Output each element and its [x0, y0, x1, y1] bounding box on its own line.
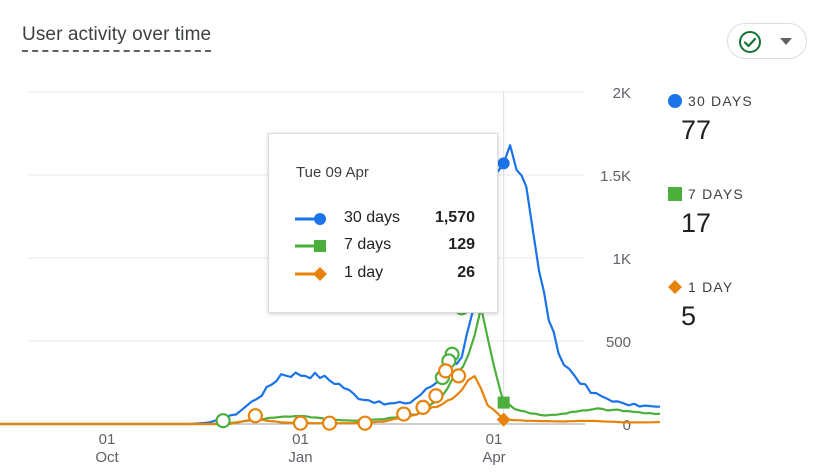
tooltip-date: Tue 09 Apr	[296, 164, 369, 181]
x-tick-month: Jan	[288, 449, 312, 466]
square-marker-icon	[668, 187, 682, 201]
annotation-marker	[357, 415, 373, 431]
hover-point-marker	[497, 157, 510, 170]
circle-marker-icon	[668, 94, 682, 108]
legend-item-1-day[interactable]: 1 DAY 5	[668, 279, 733, 332]
tooltip-label: 1 day	[344, 264, 384, 281]
legend-label: 30 DAYS	[688, 93, 753, 109]
y-tick-label: 500	[606, 334, 631, 351]
diamond-marker-icon	[668, 280, 682, 294]
y-tick-label: 1.5K	[600, 168, 631, 185]
line-diamond-marker-icon	[295, 267, 327, 281]
legend-value: 77	[681, 115, 712, 145]
annotation-marker	[415, 399, 431, 415]
y-tick-label: 1K	[613, 251, 631, 268]
x-tick-day: 01	[486, 431, 503, 448]
annotation-marker	[321, 415, 338, 431]
x-tick-month: Apr	[482, 449, 505, 466]
annotation-marker	[247, 408, 263, 424]
legend-item-7-days[interactable]: 7 DAYS 17	[668, 186, 744, 239]
tooltip-label: 30 days	[344, 209, 401, 226]
line-square-marker-icon	[295, 240, 326, 252]
y-tick-label: 2K	[613, 85, 631, 102]
legend-item-30-days[interactable]: 30 DAYS 77	[668, 93, 753, 146]
check-circle-icon	[739, 31, 761, 53]
legend-label: 1 DAY	[688, 279, 734, 295]
series-line-1-day	[0, 375, 660, 426]
annotation-marker	[428, 388, 444, 404]
legend-value: 17	[681, 208, 712, 238]
tooltip-row-1-day: 1 day 26	[295, 262, 475, 286]
annotation-marker	[396, 406, 412, 422]
tooltip-row-7-days: 7 days 129	[295, 234, 475, 258]
annotation-marker	[438, 363, 454, 379]
tooltip-value: 26	[457, 264, 475, 281]
x-tick-day: 01	[99, 431, 116, 448]
tooltip-value: 1,570	[434, 209, 475, 226]
x-tick-day: 01	[292, 431, 309, 448]
chart-title[interactable]: User activity over time	[22, 24, 212, 52]
legend-value: 5	[681, 301, 697, 331]
annotation-marker	[215, 413, 231, 429]
annotation-marker	[292, 415, 309, 431]
status-dropdown-button[interactable]	[727, 23, 807, 59]
line-circle-marker-icon	[295, 213, 326, 225]
tooltip-label: 7 days	[344, 236, 392, 253]
hover-point-marker	[497, 396, 510, 409]
tooltip-value: 129	[448, 236, 475, 253]
x-tick-month: Oct	[95, 449, 119, 466]
series-line-7-days	[0, 306, 660, 426]
caret-down-icon	[780, 38, 792, 45]
hover-point-marker	[496, 412, 511, 427]
legend-label: 7 DAYS	[688, 186, 744, 202]
y-tick-label: 0	[623, 417, 631, 434]
tooltip-row-30-days: 30 days 1,570	[295, 207, 475, 231]
chart-tooltip: Tue 09 Apr 30 days 1,570 7 days 129 1 da…	[268, 133, 498, 313]
annotation-marker	[450, 368, 467, 384]
